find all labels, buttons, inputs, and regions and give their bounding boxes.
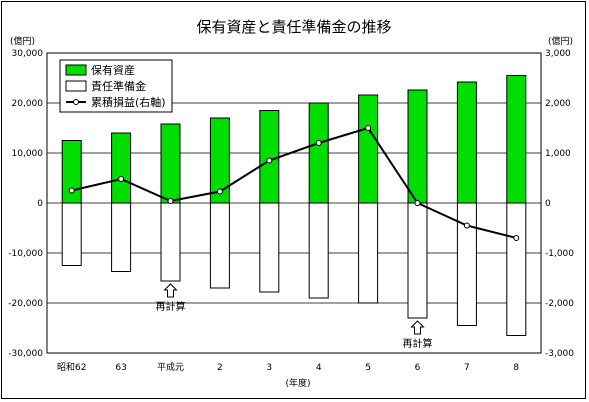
y-tick-label-right: -2,000 [545,299,574,309]
x-tick-label: 8 [513,363,519,373]
bar-assets [111,132,132,204]
x-tick-label: 平成元 [157,361,184,373]
line-point [513,235,520,241]
annotation-arrow-icon [163,283,178,298]
legend-swatch-reserve [65,80,87,92]
bar-reserve [456,202,477,326]
bar-reserve [358,202,379,304]
annotation-label: 再計算 [403,337,433,350]
x-tick-label: 4 [316,363,322,373]
bar-reserve [259,202,280,293]
y-tick-label-left: -30,000 [8,349,43,359]
x-tick-label: 3 [266,363,272,373]
bar-assets [506,75,527,204]
y-tick-label-right: -3,000 [545,349,574,359]
line-point [463,222,470,229]
legend-swatch-assets [65,64,87,76]
y-tick-label-right: -1,000 [545,249,574,259]
bar-assets [160,123,181,204]
y-tick-label-right: 0 [545,199,551,209]
bar-reserve [506,202,527,336]
right-axis-unit: (億円) [548,35,573,47]
y-tick-label-left: 30,000 [12,49,44,59]
bar-reserve [160,202,181,282]
chart-title: 保有資産と責任準備金の推移 [196,18,391,36]
line-point [315,140,322,146]
bar-assets [456,81,477,204]
y-tick-label-left: -10,000 [8,249,43,259]
legend-label-reserve: 責任準備金 [91,79,146,93]
x-tick-label: 63 [115,363,126,373]
y-tick-label-right: 1,000 [545,149,571,159]
line-cumulative [71,126,517,239]
annotation-label: 再計算 [156,300,186,313]
line-point [414,200,421,206]
line-point [118,176,125,182]
line-point [266,157,273,164]
y-tick-label-right: 3,000 [545,49,571,59]
bar-assets [308,102,329,204]
line-point [365,125,372,131]
bar-assets [407,89,428,204]
bar-assets [358,94,379,204]
bar-reserve [308,202,329,299]
y-tick-label-left: 10,000 [12,149,44,159]
y-tick-label-right: 2,000 [545,99,571,109]
line-point [216,188,223,195]
y-tick-label-left: 20,000 [12,99,44,109]
bar-reserve [111,202,132,272]
legend-label-line: 累積損益(右軸) [91,95,166,109]
bar-reserve [407,202,428,319]
x-tick-label: 6 [415,363,421,373]
legend-label-assets: 保有資産 [91,63,135,77]
left-axis-unit: (億円) [10,35,35,47]
x-tick-label: 5 [365,363,371,373]
x-tick-label: 7 [464,363,470,373]
bar-reserve [209,202,230,289]
y-tick-label-left: 0 [37,199,43,209]
line-point [68,187,75,194]
y-tick-label-left: -20,000 [8,299,43,309]
annotation-arrow-icon [410,320,425,335]
bar-assets [259,110,280,204]
x-tick-label: 昭和62 [57,362,86,373]
line-point [167,198,174,204]
x-tick-label: 2 [217,363,223,373]
legend-marker-icon [73,99,79,105]
bar-reserve [61,202,82,266]
bar-assets [61,140,82,204]
x-axis-label: (年度) [285,377,310,389]
